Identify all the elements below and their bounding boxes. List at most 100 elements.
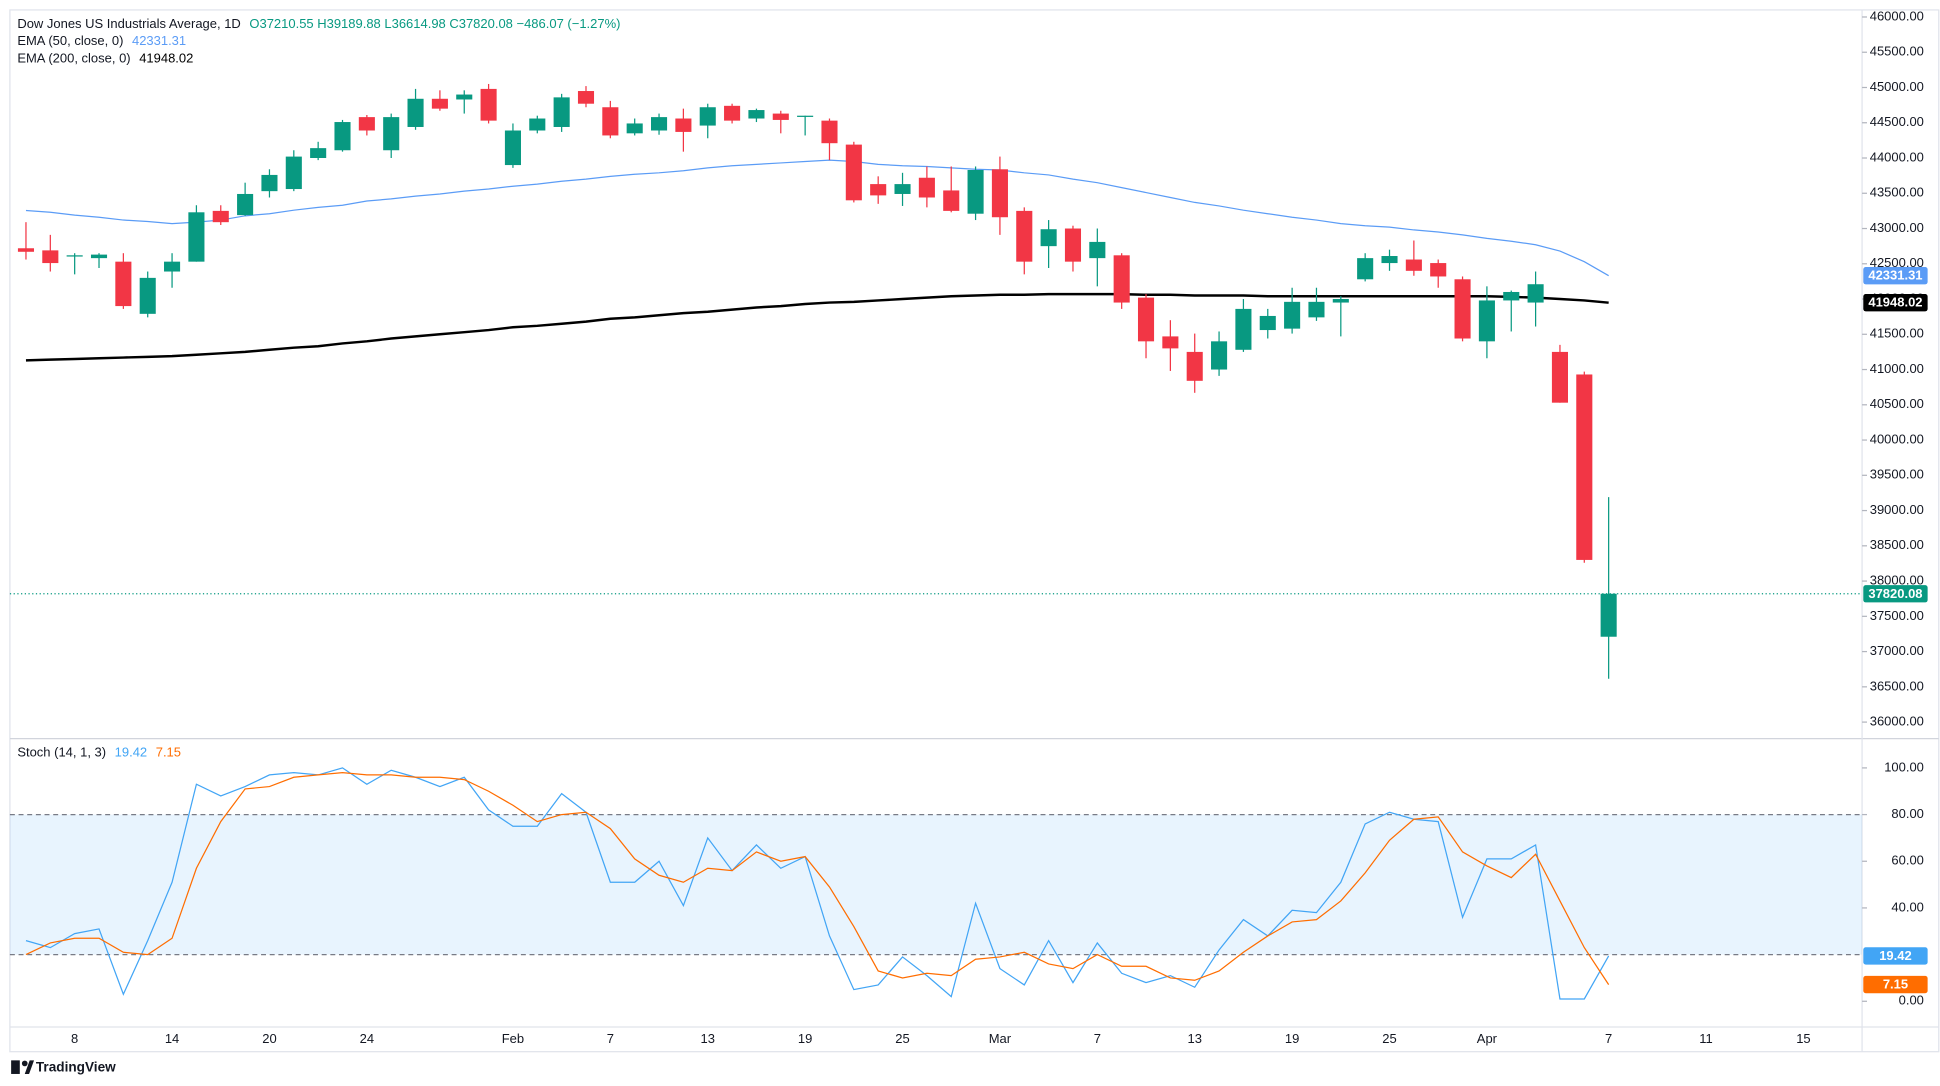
candle-body	[748, 110, 765, 119]
x-tick-label: Apr	[1477, 1031, 1498, 1046]
candle-body	[724, 105, 741, 121]
y-tick-label: 36500.00	[1870, 678, 1924, 693]
candle-body	[285, 156, 302, 190]
candle-body	[650, 117, 668, 131]
candle-body	[1478, 300, 1495, 342]
candle-body	[1186, 351, 1203, 381]
y-tick-label: 0.00	[1899, 993, 1924, 1008]
candle-body	[1600, 593, 1617, 637]
candle-body	[821, 120, 838, 144]
x-tick-label: 7	[1605, 1031, 1612, 1046]
candle-body	[991, 169, 1008, 218]
price-tag-label: 19.42	[1879, 948, 1912, 963]
candle-body	[188, 212, 205, 262]
price-tag-label: 42331.31	[1868, 268, 1922, 283]
candle-body	[66, 255, 83, 257]
y-tick-label: 39000.00	[1870, 502, 1924, 517]
y-tick-label: 45000.00	[1870, 79, 1924, 94]
legend-stoch: Stoch (14, 1, 3) 19.42 7.15	[17, 745, 181, 760]
candle-body	[845, 144, 862, 201]
candle-body	[237, 193, 254, 216]
candle-body	[1430, 263, 1447, 277]
candle-body	[1357, 258, 1374, 280]
legend-value: 7.15	[156, 745, 181, 760]
x-tick-label: 8	[71, 1031, 78, 1046]
price-tag-label: 37820.08	[1868, 586, 1922, 601]
indicator-line	[25, 159, 1609, 277]
y-tick-label: 41000.00	[1870, 361, 1924, 376]
logo-shape	[11, 1060, 20, 1074]
legend-main: Dow Jones US Industrials Average, 1D O37…	[17, 16, 620, 31]
x-tick-label: 13	[701, 1031, 715, 1046]
candle-body	[1040, 229, 1057, 247]
candle-body	[1381, 256, 1398, 264]
y-tick-label: 46000.00	[1870, 8, 1924, 23]
candle-body	[870, 184, 887, 196]
y-tick-label: 100.00	[1884, 759, 1924, 774]
candle-body	[1137, 297, 1155, 342]
candle-body	[797, 115, 814, 117]
candle-body	[1551, 351, 1568, 403]
candle-body	[1064, 228, 1082, 262]
y-tick-label: 41500.00	[1870, 326, 1924, 341]
candle-body	[1016, 210, 1033, 262]
candle-body	[943, 190, 960, 211]
legend-name: Stoch (14, 1, 3)	[17, 745, 106, 760]
candle-body	[577, 91, 595, 104]
y-tick-label: 80.00	[1891, 806, 1924, 821]
legend-ema50: EMA (50, close, 0) 42331.31	[17, 34, 186, 49]
symbol-title: Dow Jones US Industrials Average, 1D	[17, 16, 241, 31]
candle-body	[894, 184, 911, 194]
candle-body	[1113, 255, 1130, 303]
candle-body	[115, 261, 132, 307]
y-tick-label: 44000.00	[1870, 149, 1924, 164]
candle-body	[1284, 301, 1301, 329]
price-tag	[1863, 267, 1928, 285]
candle-body	[42, 250, 59, 264]
x-tick-label: 7	[1094, 1031, 1101, 1046]
indicator-line	[25, 292, 1609, 362]
candle-body	[1454, 279, 1471, 339]
candle-body	[699, 107, 716, 126]
candle-body	[1089, 241, 1106, 259]
frame	[9, 9, 1940, 1053]
candle-body	[310, 148, 327, 159]
candle-body	[212, 210, 229, 223]
price-tag	[1863, 294, 1928, 312]
price-tag-label: 7.15	[1883, 977, 1908, 992]
y-tick-label: 44500.00	[1870, 114, 1924, 129]
logo-shape	[21, 1060, 28, 1067]
ohlc-values: O37210.55 H39189.88 L36614.98 C37820.08 …	[249, 16, 620, 31]
candle-body	[918, 177, 935, 198]
candle-body	[967, 169, 984, 214]
y-tick-label: 40000.00	[1870, 431, 1924, 446]
candle-body	[602, 107, 619, 136]
legend-ema200: EMA (200, close, 0) 41948.02	[17, 51, 193, 66]
candle-body	[1576, 374, 1593, 560]
x-tick-label: 25	[1382, 1031, 1396, 1046]
x-tick-label: 7	[607, 1031, 614, 1046]
y-tick-label: 43000.00	[1870, 220, 1924, 235]
x-tick-label: 11	[1699, 1031, 1712, 1046]
y-tick-label: 37000.00	[1870, 643, 1924, 658]
y-tick-label: 40500.00	[1870, 396, 1924, 411]
y-tick-label: 37500.00	[1870, 608, 1924, 623]
candle-body	[358, 117, 375, 131]
candle-body	[139, 277, 156, 314]
candle-body	[456, 94, 473, 100]
x-tick-label: 24	[360, 1031, 374, 1046]
x-tick-label: 15	[1796, 1031, 1810, 1046]
candle-body	[383, 117, 400, 151]
candle-body	[480, 88, 497, 121]
candle-body	[1332, 299, 1349, 303]
price-tag-label: 41948.02	[1868, 295, 1922, 310]
legend-name: EMA (50, close, 0)	[17, 34, 123, 49]
x-tick-label: 20	[262, 1031, 276, 1046]
indicator-line	[25, 767, 1610, 1000]
candle-body	[1259, 315, 1276, 331]
brand: TradingView	[36, 1059, 116, 1074]
band-fill	[9, 814, 1863, 955]
candle-body	[504, 130, 521, 166]
